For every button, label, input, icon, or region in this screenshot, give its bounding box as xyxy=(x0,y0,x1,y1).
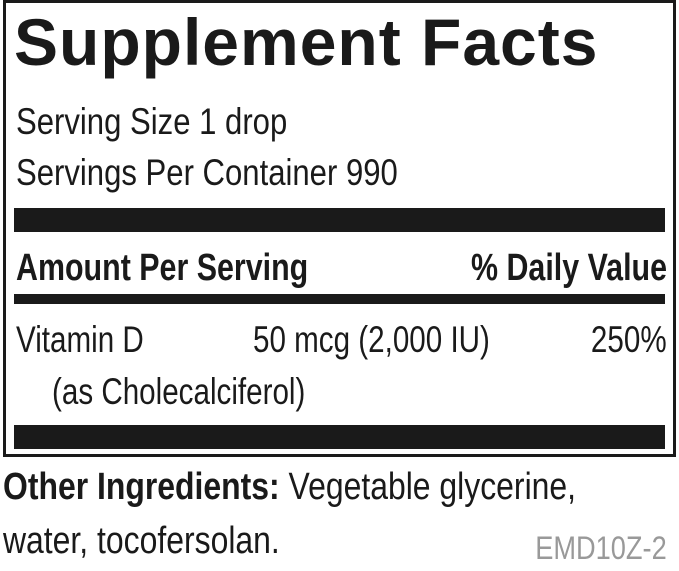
daily-value-header: % Daily Value xyxy=(470,247,667,289)
nutrient-amount: 50 mcg (2,000 IU) xyxy=(253,319,490,360)
thick-divider-bottom xyxy=(14,425,665,449)
other-ingredients-label: Other Ingredients: xyxy=(3,466,280,508)
other-ingredients-text: Vegetable glycerine, xyxy=(288,466,577,508)
serving-size: Serving Size 1 drop xyxy=(16,101,288,142)
nutrient-name: Vitamin D xyxy=(16,319,144,360)
other-ingredients-line1: Other Ingredients: Vegetable glycerine, xyxy=(3,468,576,506)
thick-divider xyxy=(14,208,665,232)
servings-per-container: Servings Per Container 990 xyxy=(16,152,398,193)
nutrient-form: (as Cholecalciferol) xyxy=(52,371,306,412)
thin-divider xyxy=(14,294,665,304)
nutrient-daily-value: 250% xyxy=(591,319,667,360)
supplement-facts-panel: Supplement Facts Serving Size 1 drop Ser… xyxy=(3,0,676,457)
amount-per-serving-header: Amount Per Serving xyxy=(16,247,309,289)
panel-title: Supplement Facts xyxy=(14,5,599,79)
other-ingredients-line2: water, tocofersolan. xyxy=(3,520,280,562)
product-code: EMD10Z-2 xyxy=(535,530,667,566)
